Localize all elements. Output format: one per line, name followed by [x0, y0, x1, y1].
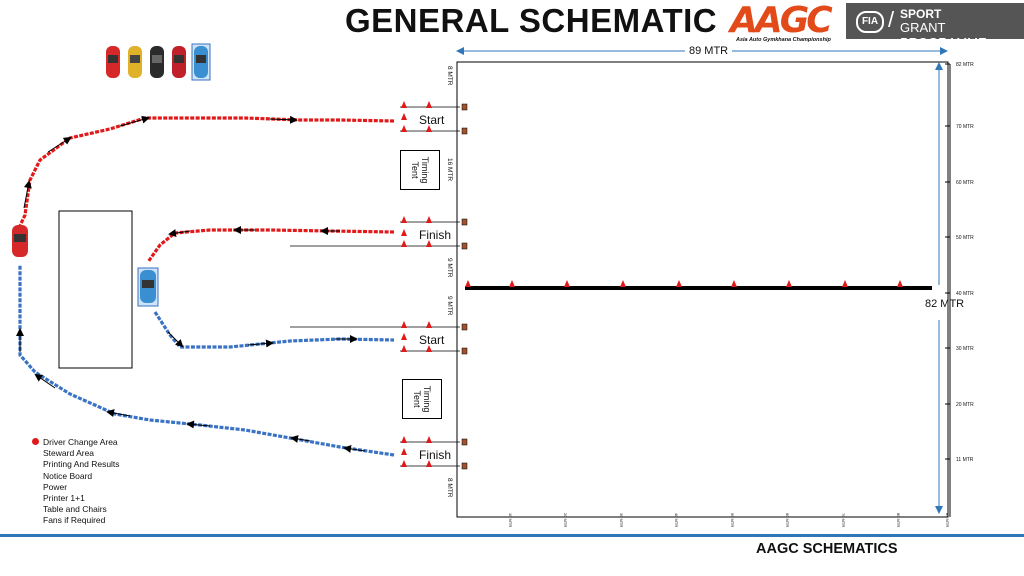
footer-title: AAGC SCHEMATICS	[756, 541, 898, 557]
right-tick-label: 11 MTR	[956, 457, 974, 463]
page-title: GENERAL SCHEMATIC	[345, 2, 718, 39]
fia-sport-text: SPORT	[900, 7, 942, 21]
legend-item: Steward Area	[43, 448, 95, 459]
right-tick-label: 60 MTR	[956, 180, 974, 186]
queue-car-red	[106, 46, 120, 78]
upper-timing-tent: Timing Tent	[400, 150, 440, 190]
upper-dim-mid: 16 MTR	[446, 158, 453, 182]
paddock-box	[58, 210, 133, 369]
upper-dim-top: 8 MTR	[446, 66, 453, 86]
bottom-tick-label: 40 MTR	[674, 513, 679, 528]
bottom-tick-label: 89 MTR	[945, 513, 950, 528]
legend-item: Driver Change Area	[32, 437, 120, 448]
legend-item: Power	[43, 481, 68, 492]
upper-timing-tent-label: Timing Tent	[410, 156, 430, 184]
lower-dim-bottom: 8 MTR	[446, 478, 453, 498]
queue-car-blue	[191, 43, 211, 81]
bottom-tick-label: 60 MTR	[785, 513, 790, 528]
car-queue	[106, 43, 211, 81]
fia-grant-text: GRANT PROGRAMME	[900, 20, 987, 50]
lower-timing-tent: Timing Tent	[402, 379, 442, 419]
fia-badge: FIA	[856, 11, 884, 33]
blue-start-path	[153, 311, 395, 349]
gate-cones	[401, 101, 432, 467]
driver-change-dot-icon	[32, 438, 39, 445]
width-label: 89 MTR	[685, 45, 733, 57]
right-tick-label: 40 MTR	[956, 291, 974, 297]
logo-divider: /	[888, 7, 895, 32]
right-tick-label: 70 MTR	[956, 124, 974, 130]
length-label: 82 MTR	[925, 298, 965, 310]
right-tick-label: 20 MTR	[956, 402, 974, 408]
legend-item: Notice Board	[43, 470, 93, 481]
legend-item: Printing And Results	[43, 459, 120, 470]
fia-sport-grant-logo: FIA / SPORT GRANT PROGRAMME	[846, 3, 1024, 50]
upper-dim-bottom: 9 MTR	[446, 258, 453, 278]
lower-finish-label: Finish	[419, 448, 452, 462]
queue-car-black	[150, 46, 164, 78]
divider-cones	[465, 280, 903, 287]
legend-item: Printer 1+1	[43, 493, 85, 504]
course-boundary	[456, 61, 949, 518]
upper-start-label: Start	[419, 113, 445, 127]
bottom-tick-label: 50 MTR	[730, 513, 735, 528]
lower-start-label: Start	[419, 333, 445, 347]
lower-dim-top: 9 MTR	[446, 296, 453, 316]
queue-car-red-2	[172, 46, 186, 78]
footer-divider	[0, 534, 1024, 537]
queue-car-yellow	[128, 46, 142, 78]
aagc-logo-mark: AAGC	[730, 0, 833, 41]
aagc-logo-tagline: Asia Auto Gymkhana Championship	[736, 37, 831, 43]
bottom-tick-label: 30 MTR	[619, 513, 624, 528]
right-tick-label: 30 MTR	[956, 346, 974, 352]
gate-posts	[461, 103, 468, 470]
bottom-tick-label: 70 MTR	[841, 513, 846, 528]
blue-car-at-paddock	[137, 267, 159, 307]
upper-finish-label: Finish	[419, 228, 452, 242]
legend-item: Table and Chairs	[43, 504, 107, 515]
bottom-tick-label: 20 MTR	[563, 513, 568, 528]
bottom-tick-label: 80 MTR	[896, 513, 901, 528]
right-tick-label: 82 MTR	[956, 62, 974, 68]
red-car-on-path	[12, 225, 28, 257]
legend-item: Fans if Required	[43, 515, 106, 526]
legend: Driver Change Area Steward Area Printing…	[30, 437, 120, 527]
lower-timing-tent-label: Timing Tent	[412, 385, 432, 413]
right-tick-label: 50 MTR	[956, 235, 974, 241]
aagc-logo: AAGC Asia Auto Gymkhana Championship	[730, 0, 842, 44]
bottom-tick-label: 10 MTR	[508, 513, 513, 528]
red-return-path	[146, 228, 395, 263]
